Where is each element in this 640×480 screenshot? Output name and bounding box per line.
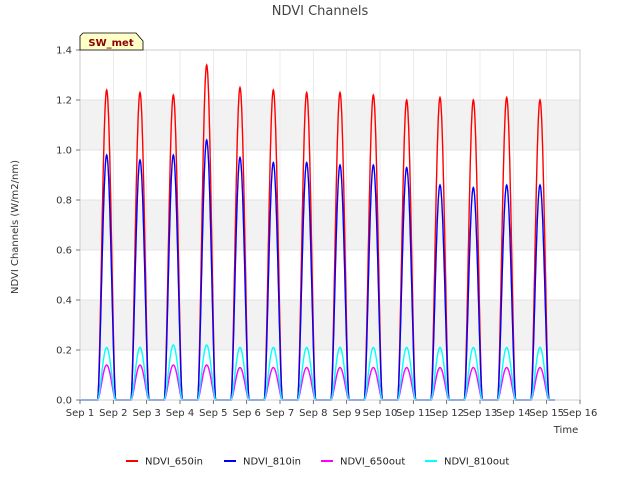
badge-label: SW_met bbox=[88, 38, 133, 49]
y-axis-label: NDVI Channels (W/m2/nm) bbox=[10, 160, 21, 294]
background-band bbox=[80, 300, 580, 350]
x-tick-label: Sep 1 bbox=[66, 408, 94, 419]
x-tick-label: Sep 14 bbox=[496, 408, 531, 419]
y-tick-label: 0.2 bbox=[56, 346, 72, 357]
x-tick-label: Sep 11 bbox=[396, 408, 431, 419]
x-tick-label: Sep 16 bbox=[563, 408, 598, 419]
x-tick-label: Sep 5 bbox=[199, 408, 227, 419]
y-tick-label: 1.0 bbox=[56, 146, 72, 157]
x-tick-label: Sep 6 bbox=[232, 408, 260, 419]
y-tick-label: 0.0 bbox=[56, 396, 72, 407]
x-tick-label: Sep 12 bbox=[429, 408, 464, 419]
legend-label-NDVI_650out: NDVI_650out bbox=[340, 457, 405, 468]
x-tick-label: Sep 10 bbox=[363, 408, 398, 419]
sw-met-badge: SW_met bbox=[80, 33, 143, 50]
y-tick-label: 0.6 bbox=[56, 246, 72, 257]
plot-background-bands bbox=[80, 50, 580, 400]
y-tick-label: 1.4 bbox=[56, 46, 72, 57]
legend-label-NDVI_650in: NDVI_650in bbox=[145, 457, 203, 468]
legend-label-NDVI_810out: NDVI_810out bbox=[444, 457, 509, 468]
y-axis-ticks: 0.0 0.2 0.4 0.6 0.8 1.0 1.2 1.4 bbox=[56, 46, 80, 407]
x-tick-label: Sep 8 bbox=[299, 408, 327, 419]
x-tick-label: Sep 13 bbox=[463, 408, 498, 419]
background-band bbox=[80, 250, 580, 300]
legend-label-NDVI_810in: NDVI_810in bbox=[243, 457, 301, 468]
y-tick-label: 0.8 bbox=[56, 196, 72, 207]
chart: 0.0 0.2 0.4 0.6 0.8 1.0 1.2 1.4 Sep 1 Sep 2 Sep 3… bbox=[0, 0, 640, 480]
y-tick-label: 1.2 bbox=[56, 96, 72, 107]
legend: NDVI_650in NDVI_810in NDVI_650out NDVI_810o… bbox=[126, 457, 509, 468]
chart-title: NDVI Channels bbox=[272, 4, 369, 19]
x-tick-label: Sep 4 bbox=[166, 408, 194, 419]
x-tick-label: Sep 9 bbox=[332, 408, 360, 419]
x-tick-label: Sep 2 bbox=[99, 408, 127, 419]
x-axis-ticks: Sep 1 Sep 2 Sep 3 Sep 4 Sep 5 Sep 6 Sep 7 Sep 8… bbox=[66, 400, 598, 419]
x-tick-label: Sep 7 bbox=[266, 408, 294, 419]
x-axis-label: Time bbox=[553, 425, 578, 436]
background-band bbox=[80, 50, 580, 100]
x-tick-label: Sep 15 bbox=[529, 408, 564, 419]
background-band bbox=[80, 350, 580, 400]
y-tick-label: 0.4 bbox=[56, 296, 72, 307]
x-tick-label: Sep 3 bbox=[132, 408, 160, 419]
